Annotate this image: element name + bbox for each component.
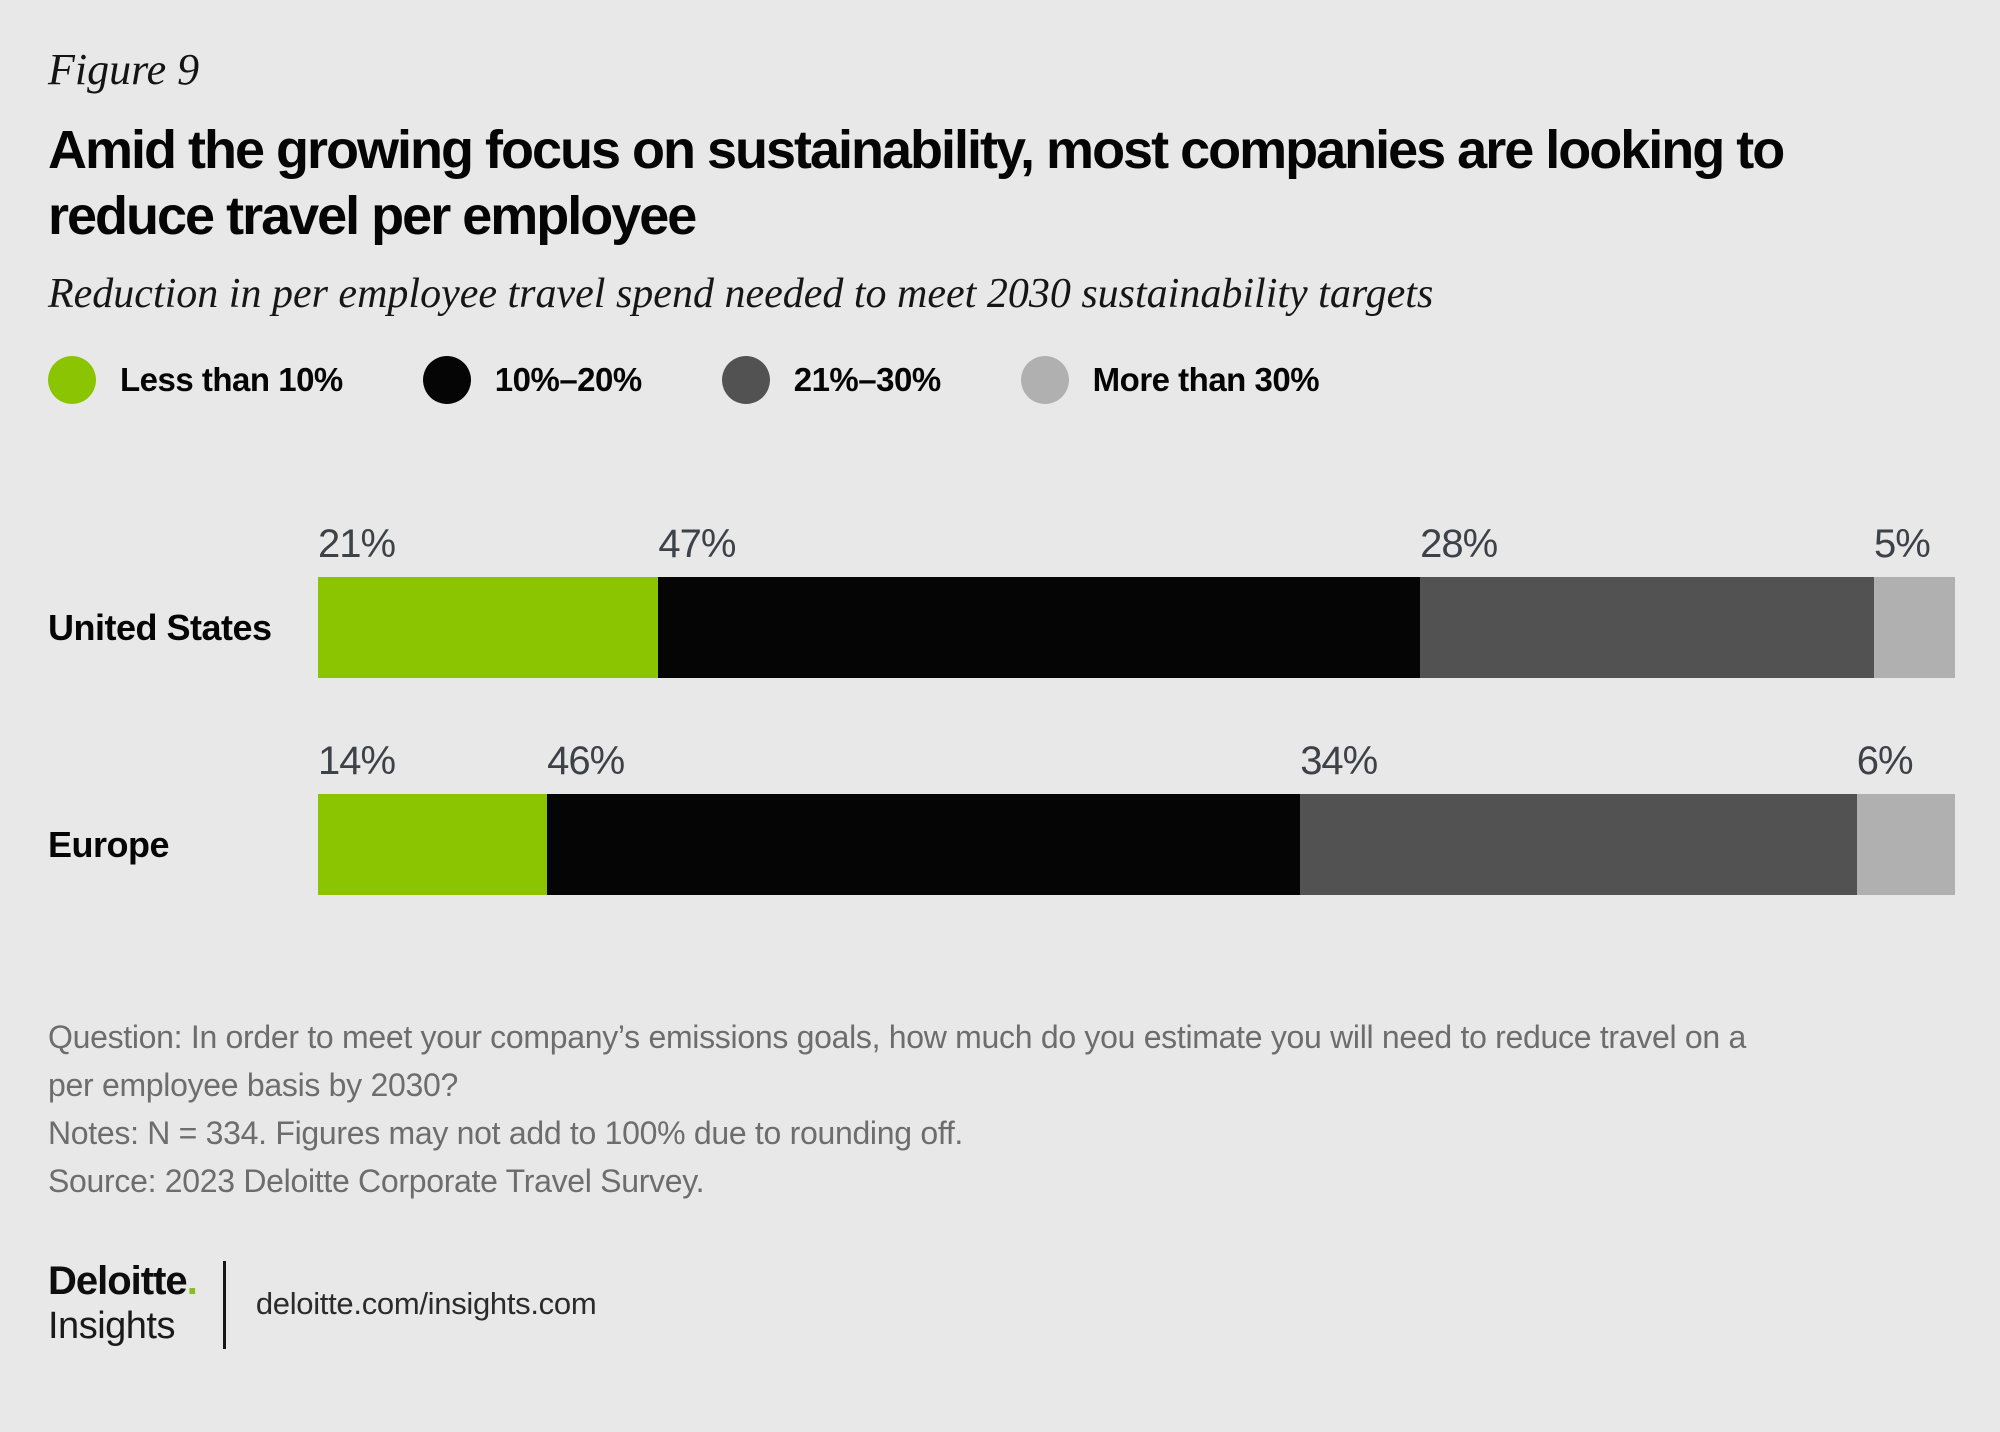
legend-dot-dark-gray-icon	[721, 356, 770, 405]
legend-dot-light-gray-icon	[1020, 356, 1069, 405]
stacked-bar-chart: United States 21% 47% 28% 5% Europe 14% 46% 34% 6…	[48, 518, 1955, 896]
stacked-bar	[318, 794, 1955, 896]
footnote-source: Source: 2023 Deloitte Corporate Travel S…	[48, 1163, 705, 1200]
legend-item-more-than-30: More than 30%	[1020, 356, 1320, 405]
deloitte-insights-logo: Deloitte. Insights	[48, 1259, 198, 1349]
legend-item-21-30: 21%–30%	[721, 356, 941, 405]
footnote-question: Question: In order to meet your company’…	[48, 1019, 1746, 1104]
legend-item-less-than-10: Less than 10%	[48, 356, 343, 405]
bar-value-label: 34%	[1300, 739, 1378, 784]
bar-value-label: 14%	[318, 739, 396, 784]
figure-subtitle: Reduction in per employee travel spend n…	[48, 270, 1434, 317]
legend-label: More than 30%	[1092, 361, 1320, 399]
bar-value-label: 5%	[1873, 522, 1931, 567]
bar-segment-more-than-30	[1856, 794, 1955, 896]
legend-label: Less than 10%	[120, 361, 343, 399]
category-label: Europe	[48, 735, 318, 895]
bar-value-label: 28%	[1420, 522, 1498, 567]
bar-value-label: 6%	[1856, 739, 1914, 784]
bar-area: 14% 46% 34% 6%	[318, 735, 1955, 896]
bar-value-label: 47%	[658, 522, 736, 567]
category-label-text: United States	[48, 606, 272, 648]
legend-dot-black-icon	[422, 356, 471, 405]
legend-dot-green-icon	[48, 356, 96, 405]
bar-value-label: 46%	[547, 739, 625, 784]
logo-divider	[222, 1261, 226, 1349]
footnotes: Question: In order to meet your company’…	[48, 1013, 1955, 1205]
category-label-text: Europe	[48, 823, 170, 865]
bar-segment-10-20	[658, 577, 1421, 679]
bar-segment-10-20	[547, 794, 1301, 896]
legend-item-10-20: 10%–20%	[422, 356, 642, 405]
bar-segment-less-than-10	[318, 577, 659, 679]
footer: Deloitte. Insights deloitte.com/insights…	[48, 1259, 1955, 1349]
chart-legend: Less than 10% 10%–20% 21%–30% More than …	[48, 356, 1955, 405]
legend-label: 21%–30%	[793, 361, 941, 399]
bar-segment-21-30	[1420, 577, 1874, 679]
brand-insights-label: Insights	[48, 1305, 175, 1348]
figure-title: Amid the growing focus on sustainability…	[48, 120, 1785, 246]
bar-segment-less-than-10	[318, 794, 548, 896]
footer-url: deloitte.com/insights.com	[255, 1285, 597, 1321]
brand-wordmark: Deloitte.	[48, 1259, 198, 1304]
chart-row-united-states: United States 21% 47% 28% 5%	[48, 518, 1955, 679]
brand-green-dot-icon: .	[186, 1259, 198, 1304]
bar-segment-21-30	[1300, 794, 1857, 896]
bar-area: 21% 47% 28% 5%	[318, 518, 1955, 679]
figure-number: Figure 9	[48, 45, 200, 94]
category-label: United States	[48, 518, 318, 678]
legend-label: 10%–20%	[494, 361, 642, 399]
bar-segment-more-than-30	[1873, 577, 1955, 679]
bar-value-label: 21%	[318, 522, 396, 567]
bar-value-labels: 14% 46% 34% 6%	[318, 735, 1955, 794]
bar-value-labels: 21% 47% 28% 5%	[318, 518, 1955, 577]
chart-row-europe: Europe 14% 46% 34% 6%	[48, 735, 1955, 896]
footnote-notes: Notes: N = 334. Figures may not add to 1…	[48, 1115, 964, 1152]
stacked-bar	[318, 577, 1955, 679]
